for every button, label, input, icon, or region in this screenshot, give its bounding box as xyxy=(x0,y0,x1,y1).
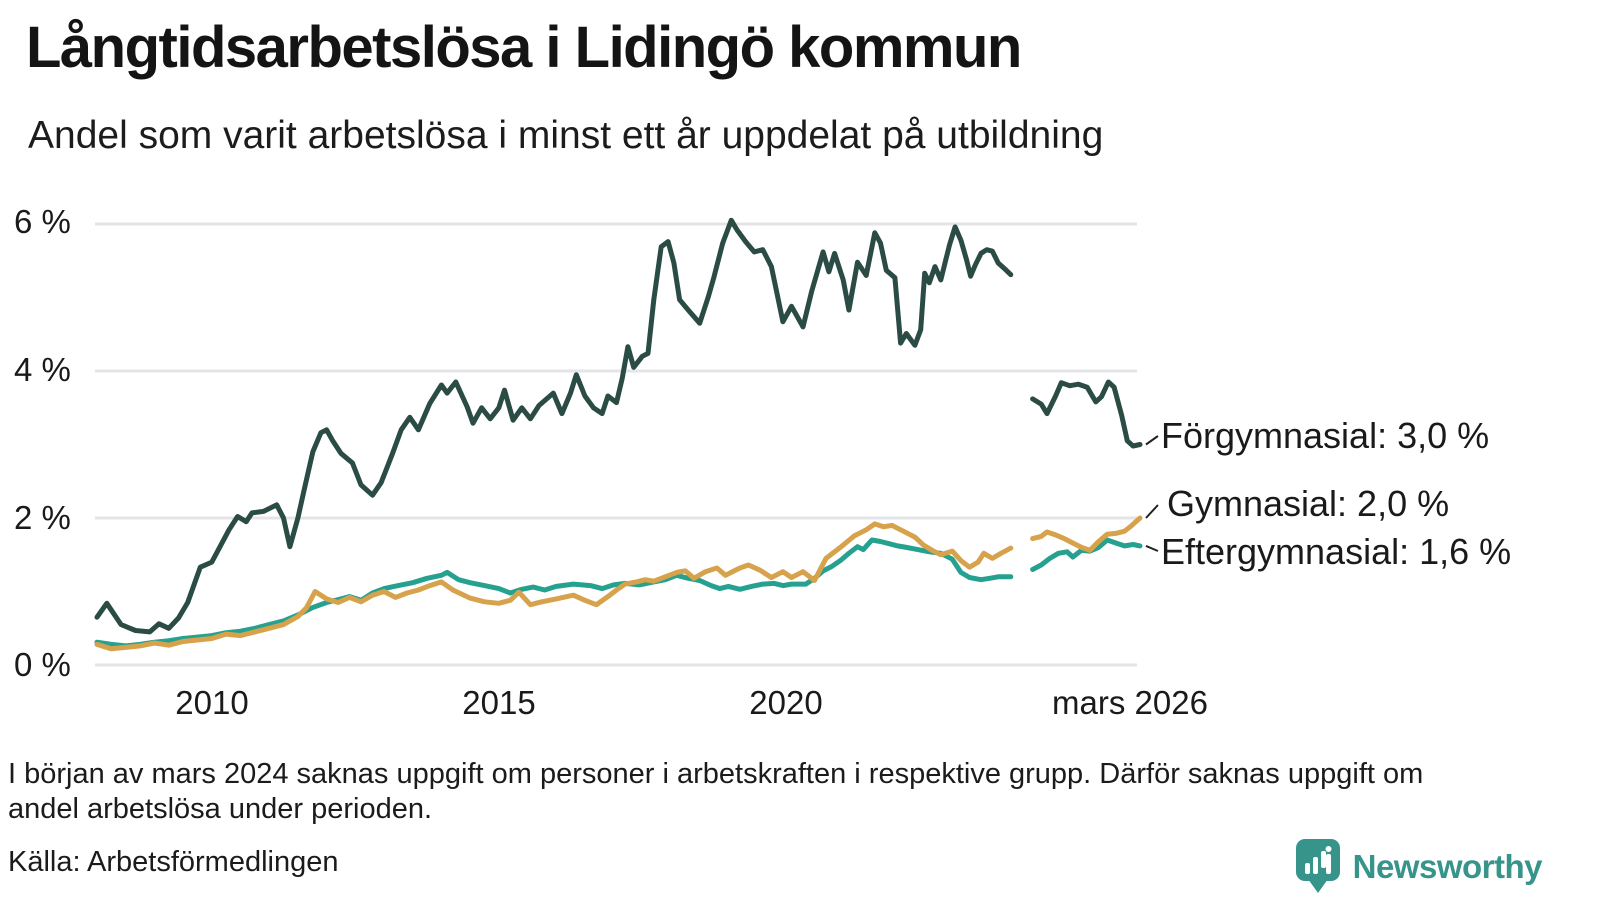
x-axis-tick-label-2010: 2010 xyxy=(175,684,249,721)
y-axis-tick-label-4: 4 % xyxy=(14,351,71,388)
y-axis-tick-label-0: 0 % xyxy=(14,646,71,683)
newsworthy-logo: Newsworthy xyxy=(1295,838,1543,896)
series-line-gymnasial-segment-0 xyxy=(94,521,1014,652)
series-end-label-eftergymnasial: Eftergymnasial: 1,6 % xyxy=(1161,531,1512,572)
page-title: Långtidsarbetslösa i Lidingö kommun xyxy=(26,15,1022,80)
newsworthy-pin-icon xyxy=(1295,839,1340,893)
series-line-eftergymnasial-segment-0 xyxy=(94,537,1014,649)
newsworthy-logo-text: Newsworthy xyxy=(1352,848,1543,885)
series-line-förgymnasial-segment-1 xyxy=(1030,379,1143,449)
series-line-förgymnasial-segment-0 xyxy=(94,217,1014,635)
source-attribution: Källa: Arbetsförmedlingen xyxy=(8,846,339,878)
x-axis-tick-label-2015: 2015 xyxy=(462,684,536,721)
chart-subtitle: Andel som varit arbetslösa i minst ett å… xyxy=(28,114,1104,157)
series-line-eftergymnasial-segment-1 xyxy=(1030,537,1143,572)
label-connector-eftergymnasial xyxy=(1145,545,1159,552)
label-connector-förgymnasial xyxy=(1145,435,1159,446)
y-axis-tick-label-6: 6 % xyxy=(14,203,71,240)
x-axis-tick-label-mars-2026: mars 2026 xyxy=(1052,684,1208,721)
series-end-label-gymnasial: Gymnasial: 2,0 % xyxy=(1167,483,1450,524)
y-axis-tick-label-2: 2 % xyxy=(14,499,71,536)
series-end-label-forgymnasial: Förgymnasial: 3,0 % xyxy=(1161,415,1490,456)
x-axis-tick-label-2020: 2020 xyxy=(749,684,823,721)
chart-footnote: I början av mars 2024 saknas uppgift om … xyxy=(8,758,1424,826)
label-connector-gymnasial xyxy=(1145,504,1159,519)
series-line-gymnasial-segment-1 xyxy=(1030,515,1143,553)
